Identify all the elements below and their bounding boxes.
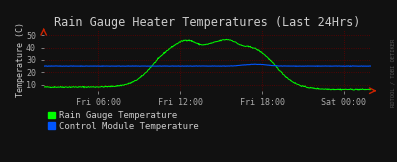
Text: RDTOOL / TOBI OETIKER: RDTOOL / TOBI OETIKER [390, 39, 395, 107]
Title: Rain Gauge Heater Temperatures (Last 24Hrs): Rain Gauge Heater Temperatures (Last 24H… [54, 16, 360, 29]
Legend: Rain Gauge Temperature, Control Module Temperature: Rain Gauge Temperature, Control Module T… [48, 111, 199, 131]
Y-axis label: Temperature (C): Temperature (C) [15, 23, 25, 97]
